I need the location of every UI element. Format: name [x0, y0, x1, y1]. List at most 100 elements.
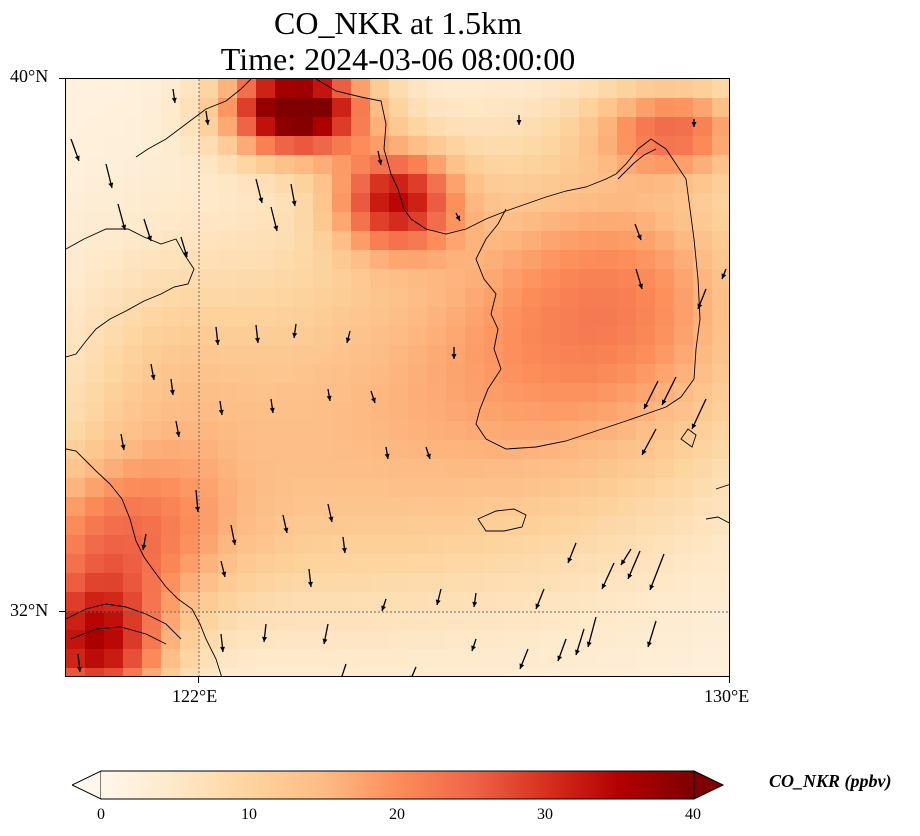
lat-label-40n: 40°N	[10, 66, 49, 86]
wind-arrow	[661, 376, 677, 406]
wind-vectors	[70, 88, 727, 677]
wind-arrow-head	[649, 584, 655, 590]
lon-tick-122e	[198, 677, 199, 683]
wind-arrow-head	[171, 97, 177, 103]
coastlines	[66, 79, 729, 676]
wind-arrow-head	[291, 200, 297, 206]
wind-arrow-head	[638, 283, 643, 289]
lat-tick-32n	[59, 611, 65, 612]
map-title: CO_NKR at 1.5km	[274, 5, 522, 41]
wind-arrow	[691, 398, 707, 430]
wind-arrow-head	[721, 273, 727, 279]
colorbar-tick-0: 0	[97, 806, 105, 823]
wind-arrow	[627, 550, 641, 580]
map-panel	[65, 78, 730, 677]
wind-arrow-head	[535, 603, 541, 609]
wind-arrow-head	[451, 354, 457, 359]
wind-arrow-head	[426, 453, 431, 459]
wind-arrow-head	[557, 655, 563, 661]
lon-label-130e: 130°E	[704, 686, 750, 706]
lon-tick-130e	[729, 677, 730, 683]
wind-arrow-head	[691, 423, 697, 429]
wind-arrow-head	[642, 449, 647, 455]
japan-coastline	[680, 428, 729, 524]
wind-arrow-head	[195, 506, 201, 512]
colorbar-tick-30: 30	[537, 806, 553, 823]
wind-arrow-head	[662, 399, 667, 405]
colorbar	[72, 770, 724, 800]
wind-arrow	[649, 553, 665, 591]
korea-west-coastline	[475, 208, 695, 450]
wind-arrow-head	[150, 374, 156, 380]
colorbar-extend-min	[72, 770, 102, 800]
wind-arrow-head	[435, 599, 441, 605]
yangtze-delta	[66, 603, 182, 645]
wind-arrow-head	[647, 641, 652, 647]
wind-arrow-head	[183, 251, 188, 257]
korea-north-border	[617, 148, 657, 180]
lon-label-122e: 122°E	[172, 686, 218, 706]
colorbar-gradient	[101, 771, 694, 799]
wind-arrow-head	[169, 389, 175, 395]
wind-arrow-head	[328, 516, 334, 522]
wind-arrow-head	[322, 638, 328, 644]
wind-arrow-head	[258, 197, 264, 203]
wind-arrow-head	[471, 645, 476, 651]
wind-arrow	[411, 666, 417, 676]
wind-arrow-head	[269, 407, 275, 413]
wind-arrow-head	[691, 122, 697, 127]
liaodong-coastline	[315, 79, 617, 235]
korea-east-coastline	[615, 138, 701, 380]
wind-arrow-head	[384, 453, 390, 459]
wind-arrow-head	[627, 573, 633, 579]
wind-arrow-head	[567, 557, 573, 563]
wind-arrow-head	[214, 339, 220, 345]
colorbar-tick-40: 40	[685, 806, 701, 823]
wind-arrow-head	[339, 676, 344, 677]
jeju-island	[477, 508, 527, 532]
wind-arrow-head	[204, 119, 210, 125]
colorbar-label: CO_NKR (ppbv)	[769, 771, 892, 791]
wind-arrow-head	[586, 641, 592, 647]
wind-arrow-head	[636, 234, 642, 240]
grid-lines	[66, 79, 729, 676]
wind-arrow	[643, 380, 659, 410]
wind-arrow-head	[621, 559, 626, 565]
wind-arrow-head	[74, 155, 80, 161]
wind-arrow-head	[519, 663, 525, 669]
wind-arrow-head	[218, 409, 224, 415]
wind-arrow-head	[409, 675, 412, 676]
wind-arrow-head	[141, 544, 147, 550]
map-canvas	[66, 79, 729, 677]
wind-arrow-head	[262, 636, 268, 642]
colorbar-tick-20: 20	[389, 806, 405, 823]
wind-arrow-head	[120, 444, 126, 450]
wind-arrow	[587, 616, 597, 648]
wind-arrow-head	[283, 527, 289, 533]
map-time-subtitle: Time: 2024-03-06 08:00:00	[220, 41, 576, 77]
wind-arrow-head	[601, 583, 607, 589]
wind-arrow-head	[254, 337, 260, 343]
wind-arrow-head	[221, 571, 227, 577]
wind-arrow-head	[377, 159, 383, 165]
wind-arrow-head	[326, 395, 332, 401]
wind-arrow-head	[147, 235, 152, 241]
wind-arrow-head	[219, 646, 225, 652]
shandong-coastline	[66, 228, 195, 358]
wind-arrow-head	[455, 215, 460, 221]
wind-arrow-head	[644, 403, 649, 409]
wind-arrow-head	[381, 605, 386, 611]
wind-arrow-head	[472, 601, 478, 607]
colorbar-tick-10: 10	[241, 806, 257, 823]
lat-tick-40n	[59, 78, 65, 79]
wind-arrow-head	[307, 581, 313, 587]
wind-arrow-head	[516, 120, 522, 125]
lat-label-32n: 32°N	[10, 600, 49, 620]
wind-arrow-head	[341, 547, 347, 553]
wind-arrow	[341, 663, 347, 676]
wind-arrow-head	[273, 225, 279, 231]
concentration-field	[66, 79, 729, 676]
china-coastline	[66, 448, 222, 676]
wind-arrow-head	[231, 539, 237, 545]
wind-arrow-head	[108, 182, 114, 188]
